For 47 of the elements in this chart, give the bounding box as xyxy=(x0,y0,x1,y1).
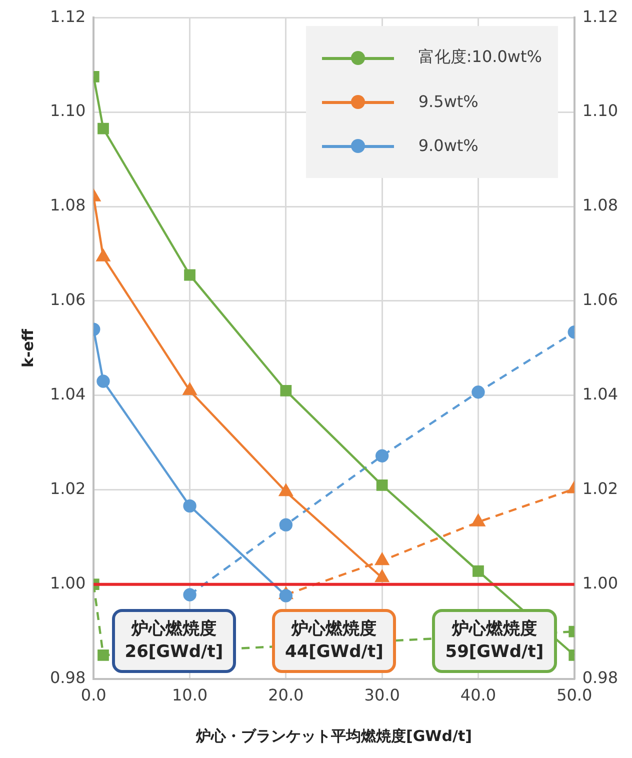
x-tick-label: 20.0 xyxy=(268,686,304,705)
y2-tick-label: 1.08 xyxy=(582,196,618,215)
y2-tick-label: 1.00 xyxy=(582,574,618,592)
y-tick-label: 1.08 xyxy=(50,196,86,215)
x-tick-label: 40.0 xyxy=(460,686,496,705)
point xyxy=(183,588,196,602)
y-tick-label: 1.06 xyxy=(50,290,86,310)
point xyxy=(98,122,109,134)
y2-tick-label: 1.04 xyxy=(582,384,618,404)
point xyxy=(279,589,293,602)
x-tick-label: 10.0 xyxy=(172,686,208,705)
y-tick-label: 1.02 xyxy=(50,479,86,498)
y-tick-label: 1.10 xyxy=(50,101,86,120)
point xyxy=(376,479,388,491)
x-tick-label: 0.0 xyxy=(80,686,106,705)
y2-tick-label: 1.12 xyxy=(582,6,618,26)
point xyxy=(472,565,484,577)
y2-tick-label: 1.02 xyxy=(582,479,618,498)
y2-tick-label: 0.98 xyxy=(582,668,618,687)
y-axis-title: k-eff xyxy=(18,328,37,368)
legend-label: 富化度:10.0wt% xyxy=(418,47,542,68)
x-tick-label: 30.0 xyxy=(364,686,400,705)
y-tick-label: 1.00 xyxy=(50,574,86,592)
legend-label: 9.5wt% xyxy=(418,92,478,112)
point xyxy=(279,484,293,496)
annotation: 炉心燃焼度 59[GWd/t] xyxy=(432,608,557,673)
point xyxy=(375,570,389,582)
y2-tick-label: 1.06 xyxy=(582,290,618,310)
y-tick-label: 0.98 xyxy=(50,668,86,687)
y2-tick-label: 1.10 xyxy=(582,101,618,120)
point xyxy=(183,499,196,513)
point xyxy=(471,514,485,526)
annotation: 炉心燃焼度 44[GWd/t] xyxy=(272,608,396,673)
y-tick-label: 1.04 xyxy=(50,384,86,404)
point xyxy=(375,553,389,566)
point xyxy=(280,385,292,396)
annotation: 炉心燃焼度 26[GWd/t] xyxy=(112,608,236,673)
point xyxy=(279,518,293,532)
point xyxy=(472,386,485,399)
point xyxy=(184,269,196,281)
x-tick-label: 50.0 xyxy=(556,686,592,705)
x-axis-title: 炉心・ブランケット平均燃焼度[GWd/t] xyxy=(195,726,472,745)
legend-label: 9.0wt% xyxy=(418,136,478,156)
point xyxy=(183,383,197,396)
point xyxy=(375,449,389,462)
point xyxy=(96,374,110,388)
y-tick-label: 1.12 xyxy=(50,6,86,26)
